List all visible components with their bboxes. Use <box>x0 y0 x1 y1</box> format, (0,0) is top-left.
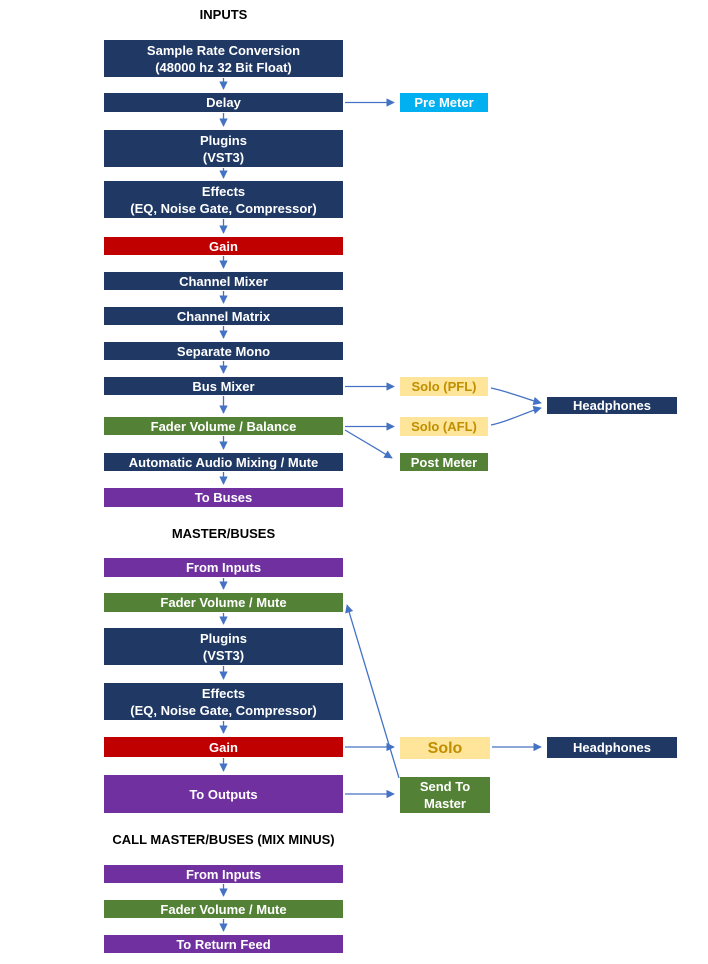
box-gain-master: Gain <box>104 737 343 757</box>
box-to-outputs: To Outputs <box>104 775 343 813</box>
box-post-meter: Post Meter <box>400 453 488 471</box>
box-fader-volume-balance: Fader Volume / Balance <box>104 417 343 435</box>
box-to-buses: To Buses <box>104 488 343 507</box>
arrow-solo-afl-to-headphones <box>490 405 542 426</box>
box-effects-inputs: Effects (EQ, Noise Gate, Compressor) <box>104 181 343 218</box>
box-automatic-audio-mixing: Automatic Audio Mixing / Mute <box>104 453 343 471</box>
box-gain-inputs: Gain <box>104 237 343 255</box>
box-pre-meter: Pre Meter <box>400 93 488 112</box>
box-solo-afl: Solo (AFL) <box>400 417 488 436</box>
section-title-call-master-buses: CALL MASTER/BUSES (MIX MINUS) <box>112 832 335 847</box>
box-from-inputs-master: From Inputs <box>104 558 343 577</box>
box-sample-rate-conversion: Sample Rate Conversion (48000 hz 32 Bit … <box>104 40 343 77</box>
section-title-master-buses: MASTER/BUSES <box>171 526 276 541</box>
box-solo-master: Solo <box>400 737 490 759</box>
box-fader-volume-mute-master: Fader Volume / Mute <box>104 593 343 612</box>
box-bus-mixer: Bus Mixer <box>104 377 343 395</box>
arrow-send-to-master-to-fader-master <box>345 604 400 779</box>
arrow-fader-to-post-meter <box>344 429 393 459</box>
box-from-inputs-call: From Inputs <box>104 865 343 883</box>
box-plugins-inputs: Plugins (VST3) <box>104 130 343 167</box>
arrow-solo-pfl-to-headphones <box>490 387 542 406</box>
box-headphones-master: Headphones <box>547 737 677 758</box>
box-plugins-master: Plugins (VST3) <box>104 628 343 665</box>
box-delay: Delay <box>104 93 343 112</box>
box-solo-pfl: Solo (PFL) <box>400 377 488 396</box>
box-separate-mono: Separate Mono <box>104 342 343 360</box>
box-channel-matrix: Channel Matrix <box>104 307 343 325</box>
box-channel-mixer: Channel Mixer <box>104 272 343 290</box>
box-effects-master: Effects (EQ, Noise Gate, Compressor) <box>104 683 343 720</box>
box-headphones-inputs: Headphones <box>547 397 677 414</box>
section-title-inputs: INPUTS <box>199 7 248 22</box>
box-to-return-feed: To Return Feed <box>104 935 343 953</box>
box-send-to-master: Send To Master <box>400 777 490 813</box>
box-fader-volume-mute-call: Fader Volume / Mute <box>104 900 343 918</box>
